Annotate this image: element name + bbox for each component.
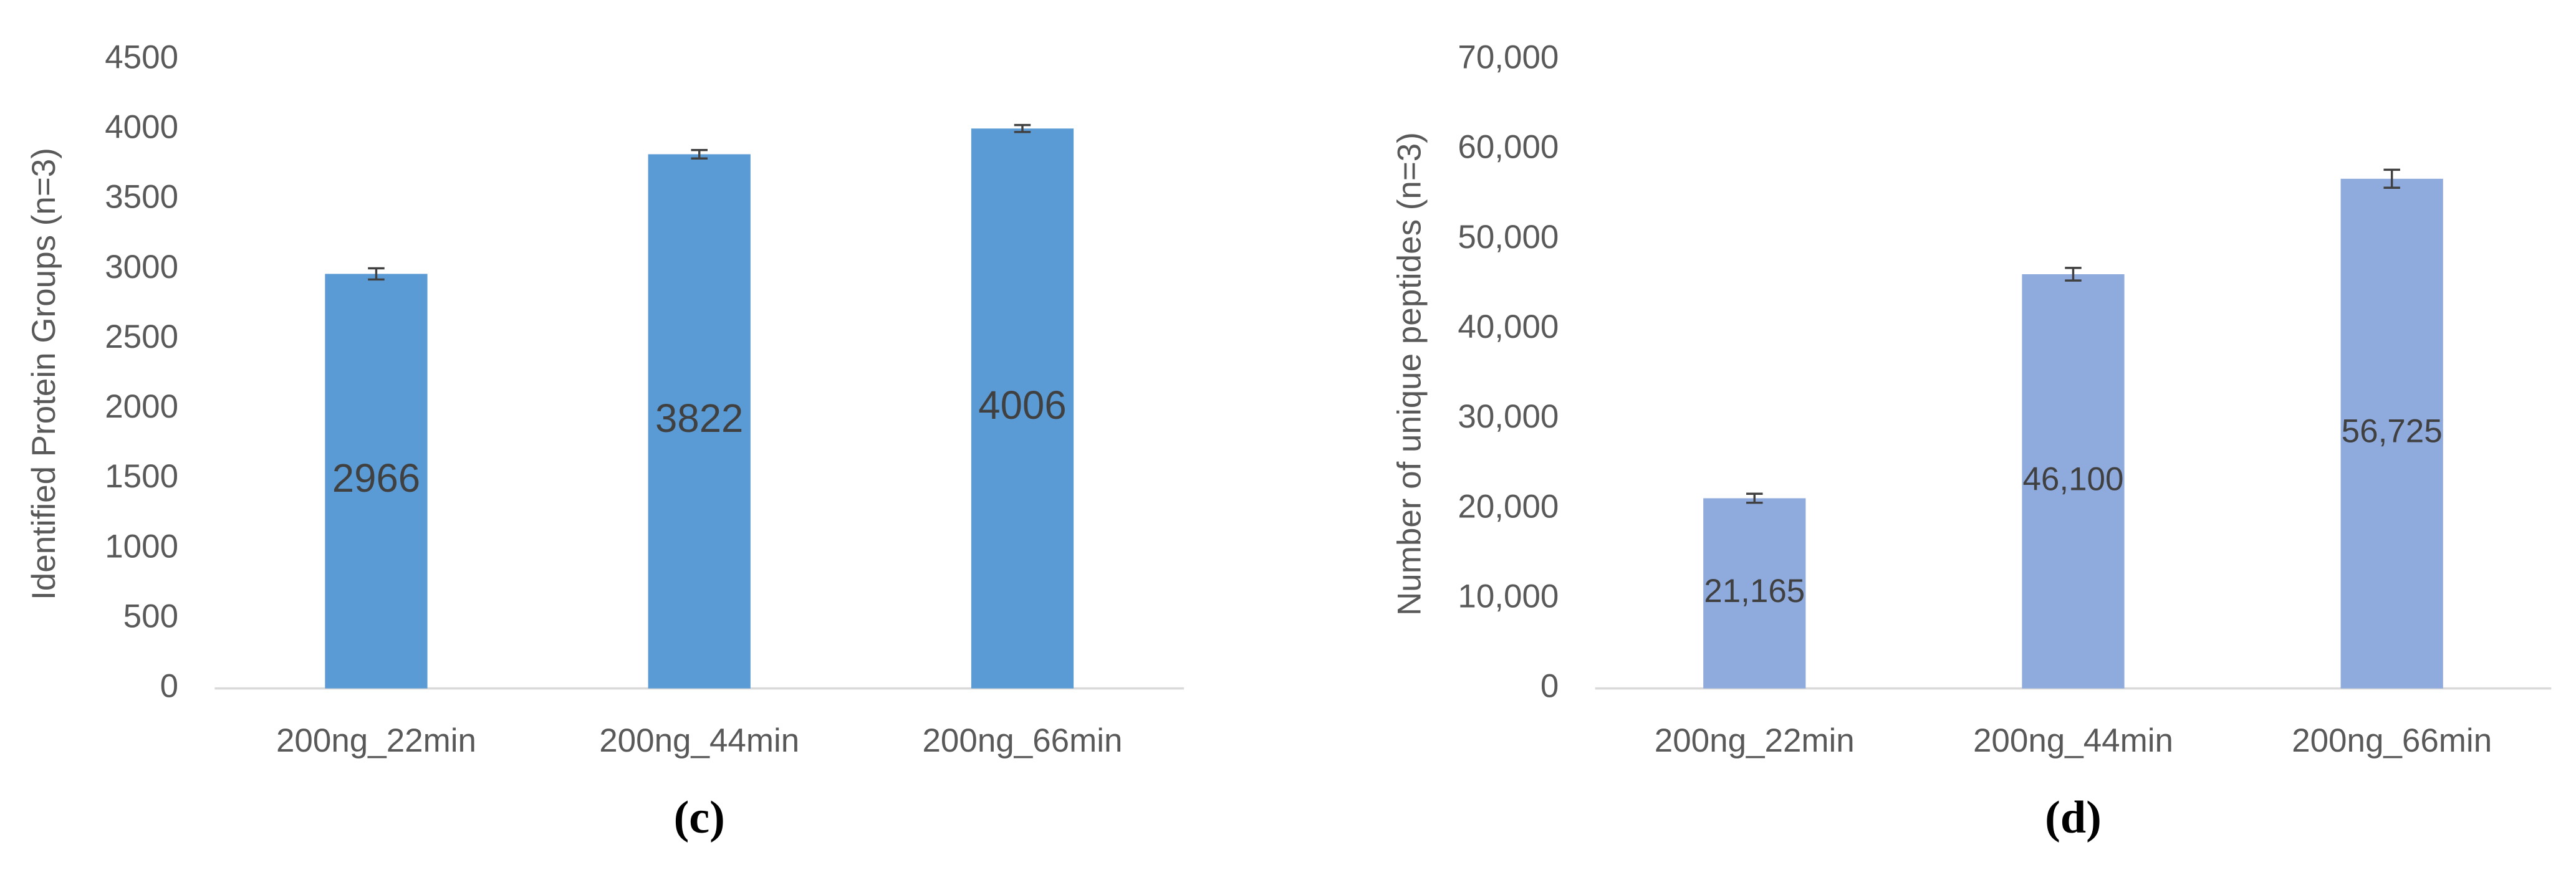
- y-tick-label: 1000: [105, 528, 178, 565]
- y-tick-label: 4500: [105, 39, 178, 75]
- bar: [1703, 498, 1806, 689]
- y-tick-label: 0: [1540, 668, 1559, 705]
- data-label: 3822: [655, 396, 743, 441]
- chart: 0 10,000 20,000 30,000 40,000 50,000 60,000 70,…: [1391, 39, 2552, 843]
- x-tick-label: 200ng_44min: [1973, 722, 2173, 759]
- y-tick-label: 70,000: [1458, 39, 1559, 75]
- x-tick-label: 200ng_22min: [1655, 722, 1855, 759]
- bar: [325, 274, 428, 689]
- bar: [648, 154, 751, 689]
- y-tick-label: 2500: [105, 318, 178, 355]
- x-tick-label: 200ng_22min: [276, 722, 476, 759]
- error-bar: [2383, 168, 2400, 189]
- data-label: 46,100: [2022, 461, 2123, 497]
- y-tick-label: 2000: [105, 388, 178, 425]
- bar: [971, 128, 1074, 689]
- y-tick-label: 50,000: [1458, 219, 1559, 256]
- y-tick-label: 30,000: [1458, 398, 1559, 435]
- error-bar: [2065, 267, 2082, 282]
- y-tick-label: 1500: [105, 458, 178, 495]
- x-tick-label: 200ng_44min: [599, 722, 799, 759]
- data-label: 2966: [332, 456, 420, 500]
- y-tick-label: 3500: [105, 179, 178, 216]
- chart: 0 500 1000 1500 2000 2500 3000 3500 4000 4500 Iden…: [26, 39, 1185, 843]
- error-bar: [691, 149, 708, 160]
- subplot-label: (d): [2045, 792, 2102, 843]
- error-bar: [368, 267, 385, 281]
- y-tick-label: 60,000: [1458, 129, 1559, 166]
- y-axis-label: Identified Protein Groups (n=3): [26, 148, 62, 600]
- data-label: 56,725: [2342, 413, 2443, 450]
- error-bar: [1746, 492, 1763, 504]
- y-tick-label: 0: [160, 668, 178, 705]
- x-tick-label: 200ng_66min: [922, 722, 1122, 759]
- y-tick-label: 20,000: [1458, 488, 1559, 525]
- bar: [2340, 178, 2443, 689]
- subplot-label: (c): [674, 792, 725, 843]
- y-tick-label: 40,000: [1458, 308, 1559, 345]
- data-label: 4006: [978, 383, 1066, 428]
- error-bar: [1014, 123, 1031, 133]
- y-tick-label: 500: [123, 598, 178, 634]
- y-tick-label: 10,000: [1458, 578, 1559, 614]
- bar: [2022, 274, 2125, 689]
- y-tick-label: 3000: [105, 249, 178, 285]
- y-axis-label: Number of unique peptides (n=3): [1391, 132, 1428, 616]
- y-tick-label: 4000: [105, 109, 178, 146]
- data-label: 21,165: [1704, 573, 1805, 610]
- x-tick-label: 200ng_66min: [2292, 722, 2492, 759]
